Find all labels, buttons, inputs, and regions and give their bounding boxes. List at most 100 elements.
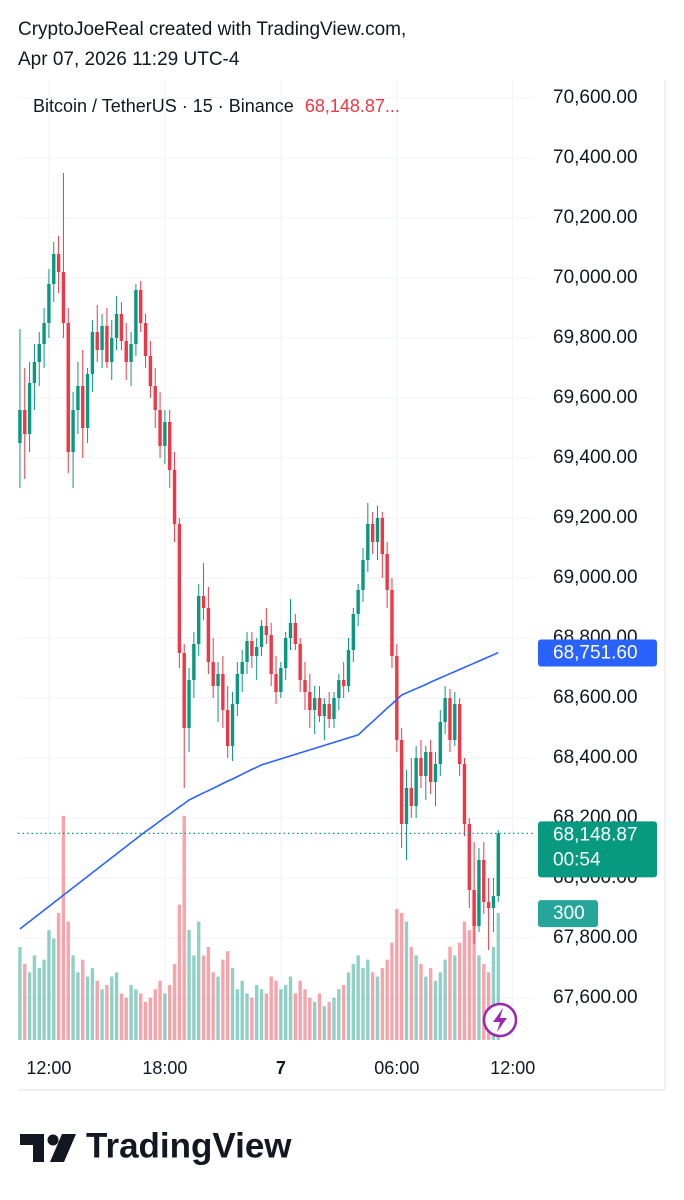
- candle-body: [221, 674, 225, 710]
- candle-body: [472, 890, 476, 926]
- volume-bar: [404, 921, 409, 1040]
- volume-bar: [134, 989, 138, 1040]
- volume-bar: [486, 972, 491, 1040]
- volume-bar: [453, 955, 457, 1040]
- volume-bar: [61, 815, 66, 1040]
- volume-bar: [110, 976, 114, 1040]
- volume-bar: [240, 980, 244, 1040]
- candle-body: [23, 410, 27, 434]
- y-tick-label: 69,400.00: [553, 447, 638, 468]
- candle-body: [399, 740, 404, 824]
- candle-body: [361, 560, 365, 590]
- volume-bar: [332, 997, 336, 1040]
- volume-bar: [477, 955, 481, 1040]
- candle-body: [356, 590, 360, 614]
- volume-bar: [375, 976, 380, 1040]
- volume-bar: [201, 955, 206, 1040]
- volume-bar: [95, 980, 99, 1040]
- y-tick-label: 69,800.00: [553, 327, 638, 348]
- x-tick-label: 18:00: [142, 1058, 187, 1078]
- candle-body: [433, 764, 438, 782]
- volume-bar: [18, 946, 22, 1040]
- lightning-icon: [493, 1008, 507, 1032]
- volume-bar: [182, 815, 186, 1040]
- candle-body: [95, 332, 99, 350]
- candle-body: [250, 641, 254, 656]
- volume-bar: [124, 997, 128, 1040]
- candle-body: [211, 662, 215, 686]
- candle-body: [114, 314, 119, 338]
- candle-body: [424, 752, 428, 776]
- volume-bar: [298, 980, 302, 1040]
- y-tick-label: 69,200.00: [553, 507, 638, 528]
- volume-bar: [414, 955, 418, 1040]
- candle-body: [274, 674, 278, 692]
- volume-bar: [433, 980, 438, 1040]
- y-tick-label: 70,000.00: [553, 267, 638, 288]
- volume-bar: [428, 968, 433, 1040]
- volume-bar: [168, 985, 172, 1040]
- volume-bar: [143, 1001, 148, 1040]
- volume-bar: [245, 993, 249, 1040]
- candle-body: [312, 698, 317, 710]
- candle-body: [90, 332, 95, 374]
- moving-average: [19, 651, 499, 930]
- volume-bar: [177, 904, 182, 1040]
- volume-bar: [206, 946, 211, 1040]
- candle-body: [351, 614, 356, 650]
- candle-body: [269, 635, 273, 674]
- candle-body: [486, 902, 491, 908]
- volume-bar: [491, 946, 496, 1040]
- grid: [18, 80, 535, 1040]
- candle-body: [206, 608, 211, 662]
- logo-part: [20, 1134, 44, 1162]
- candle-body: [240, 662, 244, 674]
- candle-body: [182, 653, 186, 728]
- candle-body: [245, 641, 249, 662]
- candle-body: [414, 758, 418, 806]
- volume-bar: [71, 955, 75, 1040]
- candles: [18, 173, 500, 950]
- volume-bar: [419, 963, 423, 1040]
- candle-body: [283, 638, 288, 668]
- candle-body: [37, 344, 41, 362]
- candle-body: [448, 698, 452, 740]
- candle-body: [317, 698, 322, 716]
- candle-body: [197, 596, 201, 644]
- candle-body: [390, 590, 394, 656]
- volume-bar: [327, 1001, 331, 1040]
- volume-bar: [380, 968, 385, 1040]
- volume-bar: [385, 959, 389, 1040]
- legend-price: 68,148.87...: [305, 96, 400, 116]
- volume-bar: [197, 921, 201, 1040]
- volume-bar: [288, 976, 293, 1040]
- volume-bar: [438, 972, 442, 1040]
- volume-bar: [76, 972, 80, 1040]
- y-tick-label: 70,600.00: [553, 87, 638, 108]
- brand-name: TradingView: [86, 1126, 292, 1165]
- candle-body: [370, 524, 375, 542]
- volume-bar: [81, 959, 85, 1040]
- candle-body: [124, 341, 128, 362]
- candle-body: [100, 326, 104, 350]
- volume-bar: [221, 959, 225, 1040]
- candle-body: [259, 626, 264, 647]
- candle-body: [288, 623, 293, 638]
- volume-bar: [279, 989, 283, 1040]
- volume-bar: [472, 913, 476, 1040]
- logo-part: [47, 1134, 59, 1146]
- volume-bar: [27, 972, 32, 1040]
- volume-bar: [90, 968, 95, 1040]
- volume-bar: [457, 942, 462, 1040]
- brand-logo: [20, 1134, 76, 1162]
- legend-title: Bitcoin / TetherUS · 15 · Binance: [33, 96, 294, 116]
- candle-body: [168, 422, 172, 470]
- volume-bar: [139, 993, 143, 1040]
- volume-bar: [187, 930, 191, 1040]
- volume-bar: [230, 968, 235, 1040]
- price-badge: [538, 821, 657, 878]
- candle-body: [332, 698, 336, 719]
- volume-bar: [337, 989, 341, 1040]
- candle-body: [380, 518, 385, 554]
- candle-body: [192, 644, 196, 680]
